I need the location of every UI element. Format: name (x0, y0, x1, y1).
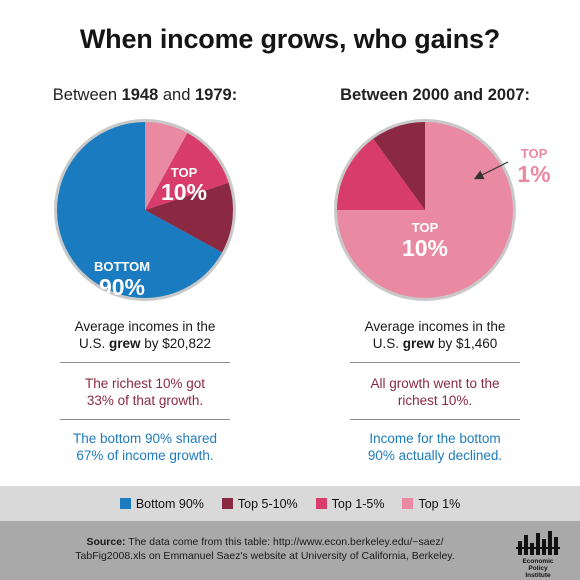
divider (350, 362, 520, 363)
pie-slice-top-1-5- (337, 138, 425, 210)
pie-slice-bottom-90- (57, 122, 223, 298)
source-note: Source: The data come from this table: h… (75, 536, 455, 562)
legend-item-bottom90: Bottom 90% (119, 496, 204, 511)
pie-slice-top-1-5- (145, 132, 229, 210)
top10-share-note-left: The richest 10% got 33% of that growth. (84, 376, 206, 408)
legend-label: Top 1-5% (331, 496, 385, 511)
growth-summary-left: Average incomes in the U.S. grew by $20,… (74, 319, 216, 351)
legend-swatch (221, 498, 233, 509)
pie-chart-left: BOTTOM 90% TOP 10% (54, 119, 236, 301)
legend-label: Top 5-10% (237, 496, 298, 511)
chart-title: When income grows, who gains? (79, 24, 501, 54)
callout-top1-small: TOP (521, 146, 548, 161)
stats-left: Average incomes in the U.S. grew by $20,… (0, 318, 290, 464)
pie-panel-1948-1979: Between 1948 and 1979: BOTTOM 90% TOP 10… (0, 86, 290, 463)
divider (60, 419, 230, 420)
logo-icon (516, 531, 560, 555)
pie-panel-2000-2007: Between 2000 and 2007: TOP 10% TOP 1% Av… (290, 86, 580, 463)
pie-slice-top-5-10- (145, 182, 234, 253)
legend: Bottom 90% Top 5-10% Top 1-5% Top 1% (0, 486, 580, 521)
slice-label-top10-small: TOP (171, 165, 198, 180)
pie-subtitle-left: Between 1948 and 1979: (52, 86, 238, 104)
divider (60, 362, 230, 363)
bottom90-share-note-right: Income for the bottom 90% actually decli… (367, 431, 503, 463)
legend-label: Bottom 90% (135, 496, 204, 511)
pie-subtitle-right: Between 2000 and 2007: (340, 86, 530, 104)
pie-slice-top-5-10- (373, 122, 425, 210)
footer: Source: The data come from this table: h… (0, 521, 580, 580)
legend-swatch (402, 498, 414, 509)
callout-top1-big: 1% (517, 161, 550, 187)
slice-label-top10-big: 10% (402, 235, 448, 261)
legend-band: Bottom 90% Top 5-10% Top 1-5% Top 1% (0, 486, 580, 521)
divider (350, 419, 520, 420)
legend-item-top5-10: Top 5-10% (221, 496, 298, 511)
growth-summary-right: Average incomes in the U.S. grew by $1,4… (364, 319, 506, 351)
legend-item-top1: Top 1% (402, 497, 460, 511)
slice-label-top10-big: 10% (161, 179, 207, 205)
slice-label-top10-small: TOP (412, 220, 439, 235)
legend-swatch (315, 498, 327, 509)
stats-right: Average incomes in the U.S. grew by $1,4… (290, 318, 580, 464)
epi-logo: Economic Policy Institute (510, 527, 566, 579)
callout-arrow (473, 161, 509, 180)
legend-item-top1-5: Top 1-5% (315, 496, 385, 511)
top10-share-note-right: All growth went to the richest 10%. (370, 376, 500, 408)
legend-label: Top 1% (418, 496, 461, 511)
legend-swatch (119, 498, 131, 509)
bottom90-share-note-left: The bottom 90% shared 67% of income grow… (72, 431, 218, 463)
slice-label-bottom90-big: 90% (99, 274, 145, 300)
slice-label-bottom90-small: BOTTOM (94, 259, 150, 274)
pie-slice-top-1- (145, 122, 188, 210)
pie-chart-right: TOP 10% TOP 1% (334, 119, 551, 301)
